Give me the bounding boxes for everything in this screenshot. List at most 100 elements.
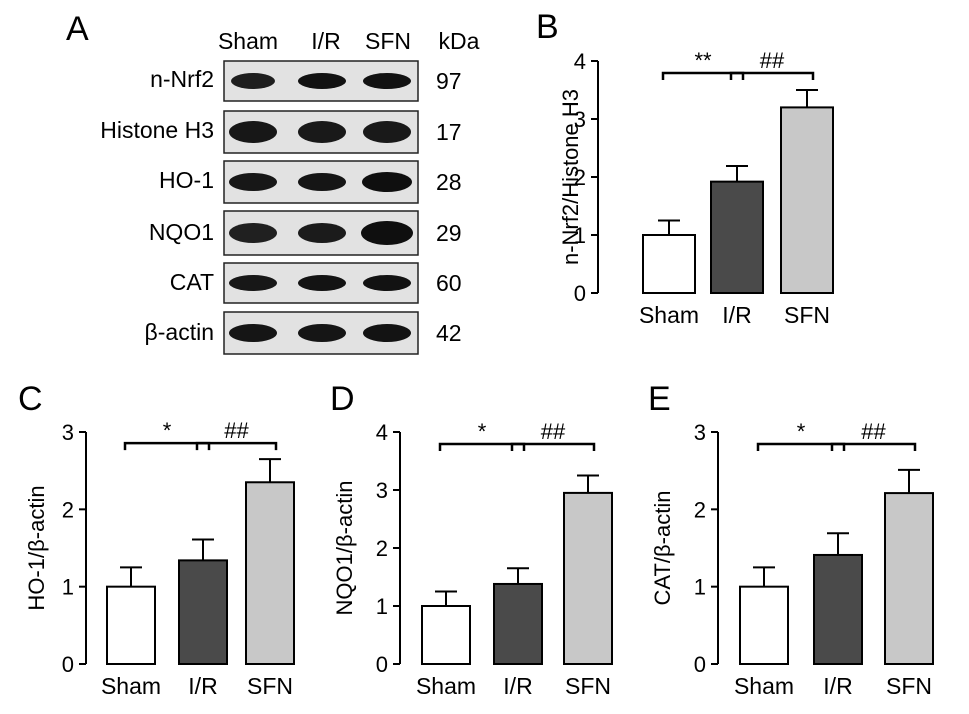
y-tick-label: 4 <box>376 420 388 445</box>
blot-kda-header: kDa <box>439 28 480 54</box>
blot-protein-label: CAT <box>170 269 214 295</box>
y-tick-label: 3 <box>376 478 388 503</box>
significance-bracket <box>661 71 745 80</box>
panel-letter: D <box>330 380 355 418</box>
bar <box>884 492 934 665</box>
bar <box>421 605 471 665</box>
x-tick-label: I/R <box>188 673 217 699</box>
y-tick-label: 1 <box>694 575 706 600</box>
y-tick-label: 2 <box>376 536 388 561</box>
significance-label: ## <box>861 419 886 444</box>
y-axis-label: NQO1/β-actin <box>332 481 357 616</box>
significance-label: ** <box>694 48 712 73</box>
bar <box>642 234 696 294</box>
blot-band <box>298 73 346 89</box>
panel-letter-a: A <box>66 10 89 48</box>
significance-label: ## <box>760 48 785 73</box>
significance-bracket <box>123 441 211 451</box>
y-tick-label: 0 <box>574 281 586 306</box>
blot-column-label: I/R <box>311 28 340 54</box>
significance-bracket <box>729 71 815 80</box>
blot-protein-label: n-Nrf2 <box>150 66 214 92</box>
y-tick-label: 1 <box>62 575 74 600</box>
blot-band <box>298 324 346 342</box>
bar <box>106 585 156 666</box>
y-tick-label: 2 <box>62 497 74 522</box>
blot-band <box>363 121 411 143</box>
y-tick-label: 0 <box>376 652 388 677</box>
y-axis-label: CAT/β-actin <box>650 491 675 606</box>
blot-kda-value: 60 <box>436 270 462 296</box>
bar <box>739 585 789 666</box>
panel-letter: E <box>648 380 671 418</box>
blot-band <box>229 223 277 243</box>
blot-band <box>362 172 412 192</box>
y-tick-label: 1 <box>574 223 586 248</box>
significance-label: * <box>478 419 487 444</box>
y-tick-label: 2 <box>694 497 706 522</box>
blot-band <box>229 121 277 143</box>
bar <box>245 481 295 665</box>
x-tick-label: I/R <box>823 673 852 699</box>
significance-bracket <box>510 442 596 451</box>
significance-label: * <box>797 419 806 444</box>
x-tick-label: SFN <box>886 673 932 699</box>
y-tick-label: 2 <box>574 165 586 190</box>
chart-panel-e: E 0 1 2 3 CAT/β-actin Sham I/R SFN * ## <box>648 380 934 699</box>
blot-protein-label: NQO1 <box>149 219 214 245</box>
x-tick-label: Sham <box>101 673 161 699</box>
bar <box>493 582 543 666</box>
x-tick-label: Sham <box>639 302 699 328</box>
significance-bracket <box>438 442 526 451</box>
panel-letter: C <box>18 380 43 418</box>
blot-kda-value: 42 <box>436 320 462 346</box>
panel-letter: B <box>536 8 559 46</box>
bar <box>710 180 764 294</box>
blot-column-label: SFN <box>365 28 411 54</box>
y-tick-label: 0 <box>694 652 706 677</box>
significance-label: * <box>163 418 172 443</box>
bar <box>178 559 228 666</box>
blot-band <box>363 73 411 89</box>
blot-band <box>229 173 277 191</box>
significance-label: ## <box>224 418 249 443</box>
significance-bracket <box>830 442 917 451</box>
y-tick-label: 1 <box>376 594 388 619</box>
significance-label: ## <box>541 419 566 444</box>
bar <box>780 106 834 295</box>
blot-band <box>298 121 346 143</box>
blot-kda-value: 17 <box>436 119 462 145</box>
blot-band <box>229 275 277 291</box>
blot-panel: A Sham I/R SFN kDa n-Nrf2 97 Histone H3 … <box>66 10 480 355</box>
blot-band <box>298 275 346 291</box>
chart-panel-c: C 0 1 2 3 HO-1/β-actin Sham I/R SFN * ## <box>18 380 295 699</box>
blot-column-label: Sham <box>218 28 278 54</box>
y-tick-label: 4 <box>574 49 586 74</box>
x-tick-label: SFN <box>565 673 611 699</box>
blot-kda-value: 97 <box>436 68 462 94</box>
blot-protein-label: Histone H3 <box>100 117 214 143</box>
x-tick-label: I/R <box>503 673 532 699</box>
blot-kda-value: 28 <box>436 169 462 195</box>
blot-band <box>231 73 275 89</box>
chart-panel-b: B 0 1 2 3 4 n-Nrf2/Histone H3 Sham I/R SFN ** ## <box>536 8 834 328</box>
x-tick-label: SFN <box>247 673 293 699</box>
y-axis-label: HO-1/β-actin <box>24 485 49 610</box>
x-tick-label: Sham <box>734 673 794 699</box>
y-axis-label: n-Nrf2/Histone H3 <box>558 89 583 265</box>
x-tick-label: SFN <box>784 302 830 328</box>
y-tick-label: 3 <box>574 107 586 132</box>
y-tick-label: 3 <box>694 420 706 445</box>
bar <box>563 491 613 665</box>
blot-band <box>298 173 346 191</box>
significance-bracket <box>756 442 846 451</box>
blot-band <box>363 275 411 291</box>
y-tick-label: 3 <box>62 420 74 445</box>
blot-protein-label: β-actin <box>145 319 214 345</box>
x-tick-label: Sham <box>416 673 476 699</box>
significance-bracket <box>195 441 278 451</box>
blot-band <box>298 223 346 243</box>
blot-band <box>363 324 411 342</box>
y-tick-label: 0 <box>62 652 74 677</box>
